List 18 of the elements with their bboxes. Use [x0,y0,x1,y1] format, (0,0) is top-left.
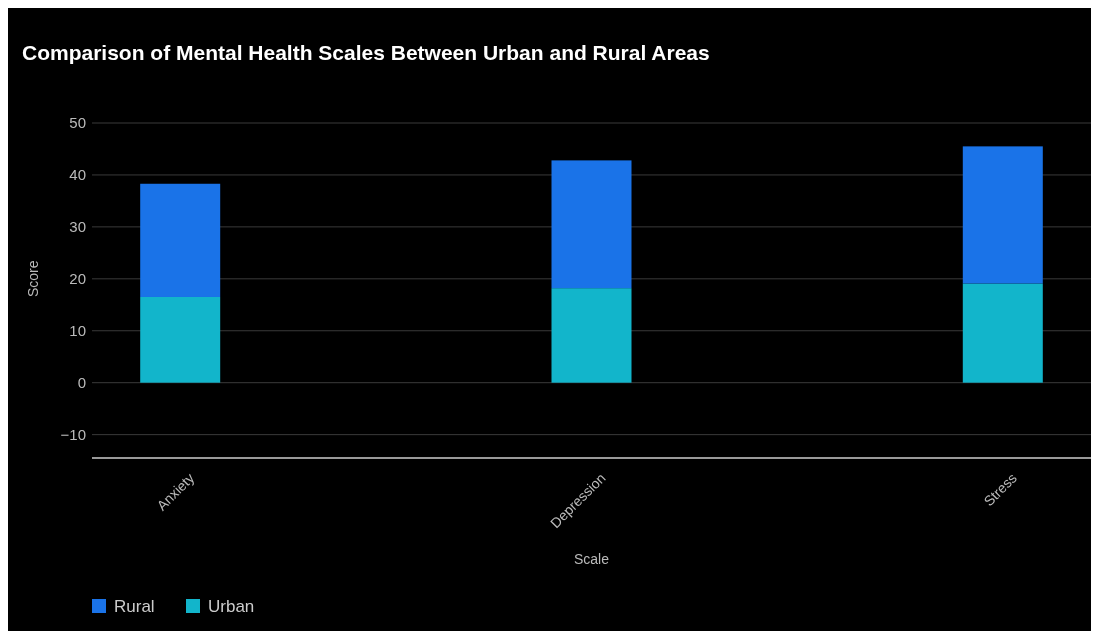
y-tick-label: 50 [69,114,86,132]
y-tick-label: 40 [69,166,86,184]
chart-title: Comparison of Mental Health Scales Between Urban and Rural Areas [22,41,710,64]
y-tick-label: −10 [60,425,86,443]
bar [551,288,632,383]
bar [551,160,632,289]
y-axis-title: Score [25,260,41,298]
legend-label: Urban [208,596,255,616]
y-tick-label: 20 [69,270,86,288]
legend-label: Rural [114,596,155,616]
y-tick-label: 0 [77,373,86,391]
bar [962,146,1043,284]
y-tick-label: 10 [69,322,86,339]
bar [140,183,221,297]
y-tick-label: 30 [69,218,86,236]
x-axis-title: Scale [573,551,610,567]
bar [962,283,1043,383]
bar [140,296,221,383]
